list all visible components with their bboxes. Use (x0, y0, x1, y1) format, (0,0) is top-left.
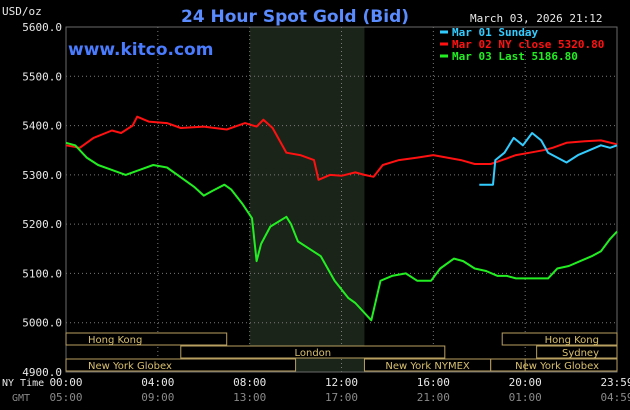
session-bar (524, 358, 618, 372)
timestamp: March 03, 2026 21:12 (470, 12, 602, 25)
x-tick-label-gmt: 04:59 (600, 391, 630, 404)
y-tick-label: 5600.0 (22, 21, 62, 34)
x-tick-label-gmt: 01:00 (509, 391, 542, 404)
legend-item: Mar 03 Last 5186.80 (452, 50, 578, 63)
watermark-text: www.kitco.com (68, 40, 213, 60)
series-line (65, 141, 618, 322)
grid-layer (65, 26, 618, 373)
x-axis-label-gmt: GMT (12, 393, 30, 404)
x-tick-label-ny: 00:00 (49, 376, 82, 389)
session-bar (65, 358, 297, 372)
chart-title: 24 Hour Spot Gold (Bid) (181, 7, 409, 27)
y-tick-label: 5100.0 (22, 267, 62, 280)
x-axis-label-ny: NY Time (2, 378, 44, 389)
nymex-highlight-band (249, 27, 365, 372)
series-line (65, 115, 618, 181)
y-tick-label: 5400.0 (22, 120, 62, 133)
legend-item: Mar 02 NY close 5320.80 (452, 38, 604, 51)
series-layer (65, 115, 618, 322)
x-tick-label-ny: 23:59 (600, 376, 630, 389)
y-tick-label: 5300.0 (22, 169, 62, 182)
session-label: Sydney (562, 348, 599, 359)
unit-label: USD/oz (2, 5, 42, 18)
x-tick-label-ny: 04:00 (141, 376, 174, 389)
session-bar (180, 345, 446, 359)
y-tick-label: 4900.0 (22, 366, 62, 379)
x-tick-label-gmt: 09:00 (141, 391, 174, 404)
plot-frame (65, 26, 618, 373)
legend-item: Mar 01 Sunday (452, 26, 538, 39)
background-layer (249, 27, 365, 372)
text-layer: 5600.0 5500.0 5400.0 5300.0 5200.0 5100.0 5000… (2, 5, 630, 404)
x-tick-label-ny: 20:00 (509, 376, 542, 389)
y-tick-label: 5000.0 (22, 317, 62, 330)
x-tick-label-gmt: 17:00 (325, 391, 358, 404)
session-bar (536, 345, 618, 359)
x-tick-label-ny: 12:00 (325, 376, 358, 389)
x-tick-label-ny: 08:00 (233, 376, 266, 389)
x-tick-label-gmt: 05:00 (49, 391, 82, 404)
x-tick-label-gmt: 13:00 (233, 391, 266, 404)
session-label: New York Globex (88, 361, 172, 372)
series-line (479, 132, 618, 186)
y-tick-label: 5200.0 (22, 218, 62, 231)
x-tick-label-gmt: 21:00 (417, 391, 450, 404)
y-tick-label: 5500.0 (22, 70, 62, 83)
session-bar (65, 332, 228, 346)
session-bar (501, 332, 618, 346)
session-label: Hong Kong (545, 335, 599, 346)
x-tick-label-ny: 16:00 (417, 376, 450, 389)
session-bars: Hong Kong London New York Globex New York N… (65, 332, 618, 372)
session-label: Hong Kong (88, 335, 142, 346)
session-label: New York Globex (515, 361, 599, 372)
session-label: London (294, 348, 331, 359)
session-label: New York NYMEX (385, 361, 470, 372)
